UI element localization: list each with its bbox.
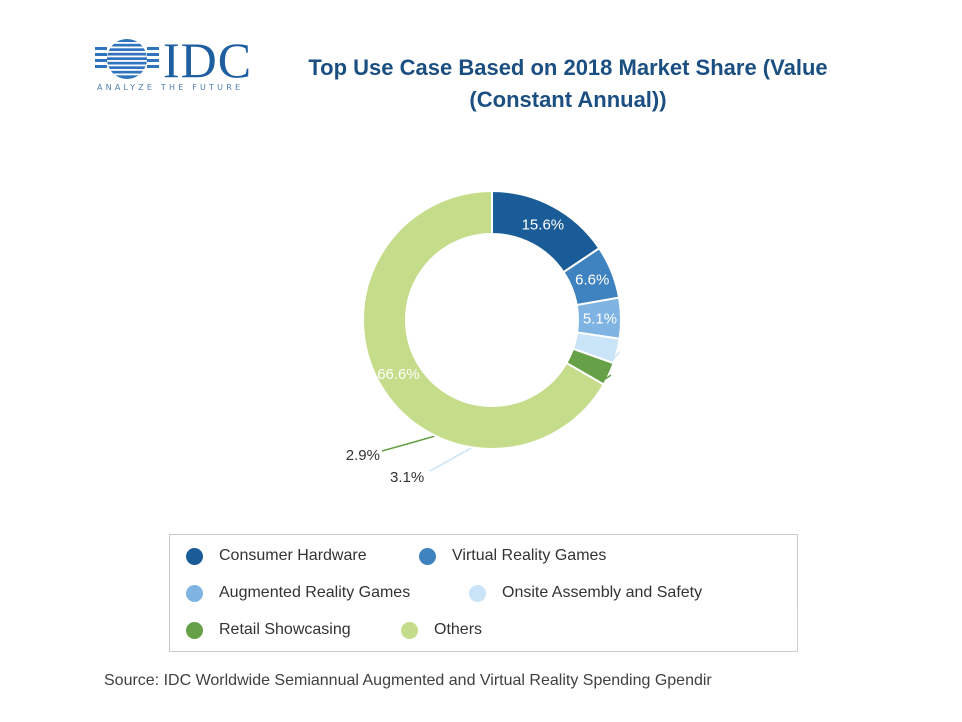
chart-legend: Consumer Hardware Virtual Reality Games … xyxy=(169,534,798,652)
legend-label: Retail Showcasing xyxy=(219,621,351,638)
data-label-augmented-reality-games: 5.1% xyxy=(583,310,617,327)
legend-marker xyxy=(186,584,203,602)
legend-label: Others xyxy=(434,621,483,638)
data-label-consumer-hardware: 15.6% xyxy=(522,217,565,234)
legend-marker xyxy=(186,621,203,639)
chart-title-line-2: (Constant Annual)) xyxy=(469,87,667,112)
chart-title: Top Use Case Based on 2018 Market Share … xyxy=(268,52,868,116)
donut-slice-others xyxy=(362,189,606,450)
legend-marker xyxy=(419,547,436,565)
legend-item-consumer-hardware: Consumer Hardware xyxy=(186,547,367,565)
data-label-others: 66.6% xyxy=(377,366,420,383)
globe-icon xyxy=(95,39,159,79)
idc-logo: IDC ANALYZE THE FUTURE xyxy=(95,32,267,98)
source-note: Source: IDC Worldwide Semiannual Augment… xyxy=(104,672,712,689)
legend-label: Virtual Reality Games xyxy=(452,547,607,564)
legend-label: Augmented Reality Games xyxy=(219,584,411,601)
legend-marker xyxy=(186,547,203,565)
legend-label: Consumer Hardware xyxy=(219,547,367,564)
image-fade-overlay xyxy=(790,606,962,722)
legend-item-virtual-reality-games: Virtual Reality Games xyxy=(419,547,606,565)
logo-wordmark: IDC xyxy=(163,32,253,88)
data-label-retail-showcasing: 2.9% xyxy=(346,447,380,464)
legend-item-augmented-reality-games: Augmented Reality Games xyxy=(186,584,410,602)
donut-chart: 15.6% 6.6% 5.1% 3.1% 2.9% 66.6% xyxy=(346,189,622,486)
chart-title-line-1: Top Use Case Based on 2018 Market Share … xyxy=(308,55,828,80)
legend-label: Onsite Assembly and Safety xyxy=(502,584,703,601)
legend-item-others: Others xyxy=(401,621,482,639)
legend-item-retail-showcasing: Retail Showcasing xyxy=(186,621,351,639)
legend-marker xyxy=(469,584,486,602)
legend-item-onsite-assembly-and-safety: Onsite Assembly and Safety xyxy=(469,584,702,602)
data-label-onsite-assembly-and-safety: 3.1% xyxy=(390,469,424,486)
logo-tagline: ANALYZE THE FUTURE xyxy=(97,83,244,92)
data-label-virtual-reality-games: 6.6% xyxy=(575,272,609,289)
legend-marker xyxy=(401,621,418,639)
